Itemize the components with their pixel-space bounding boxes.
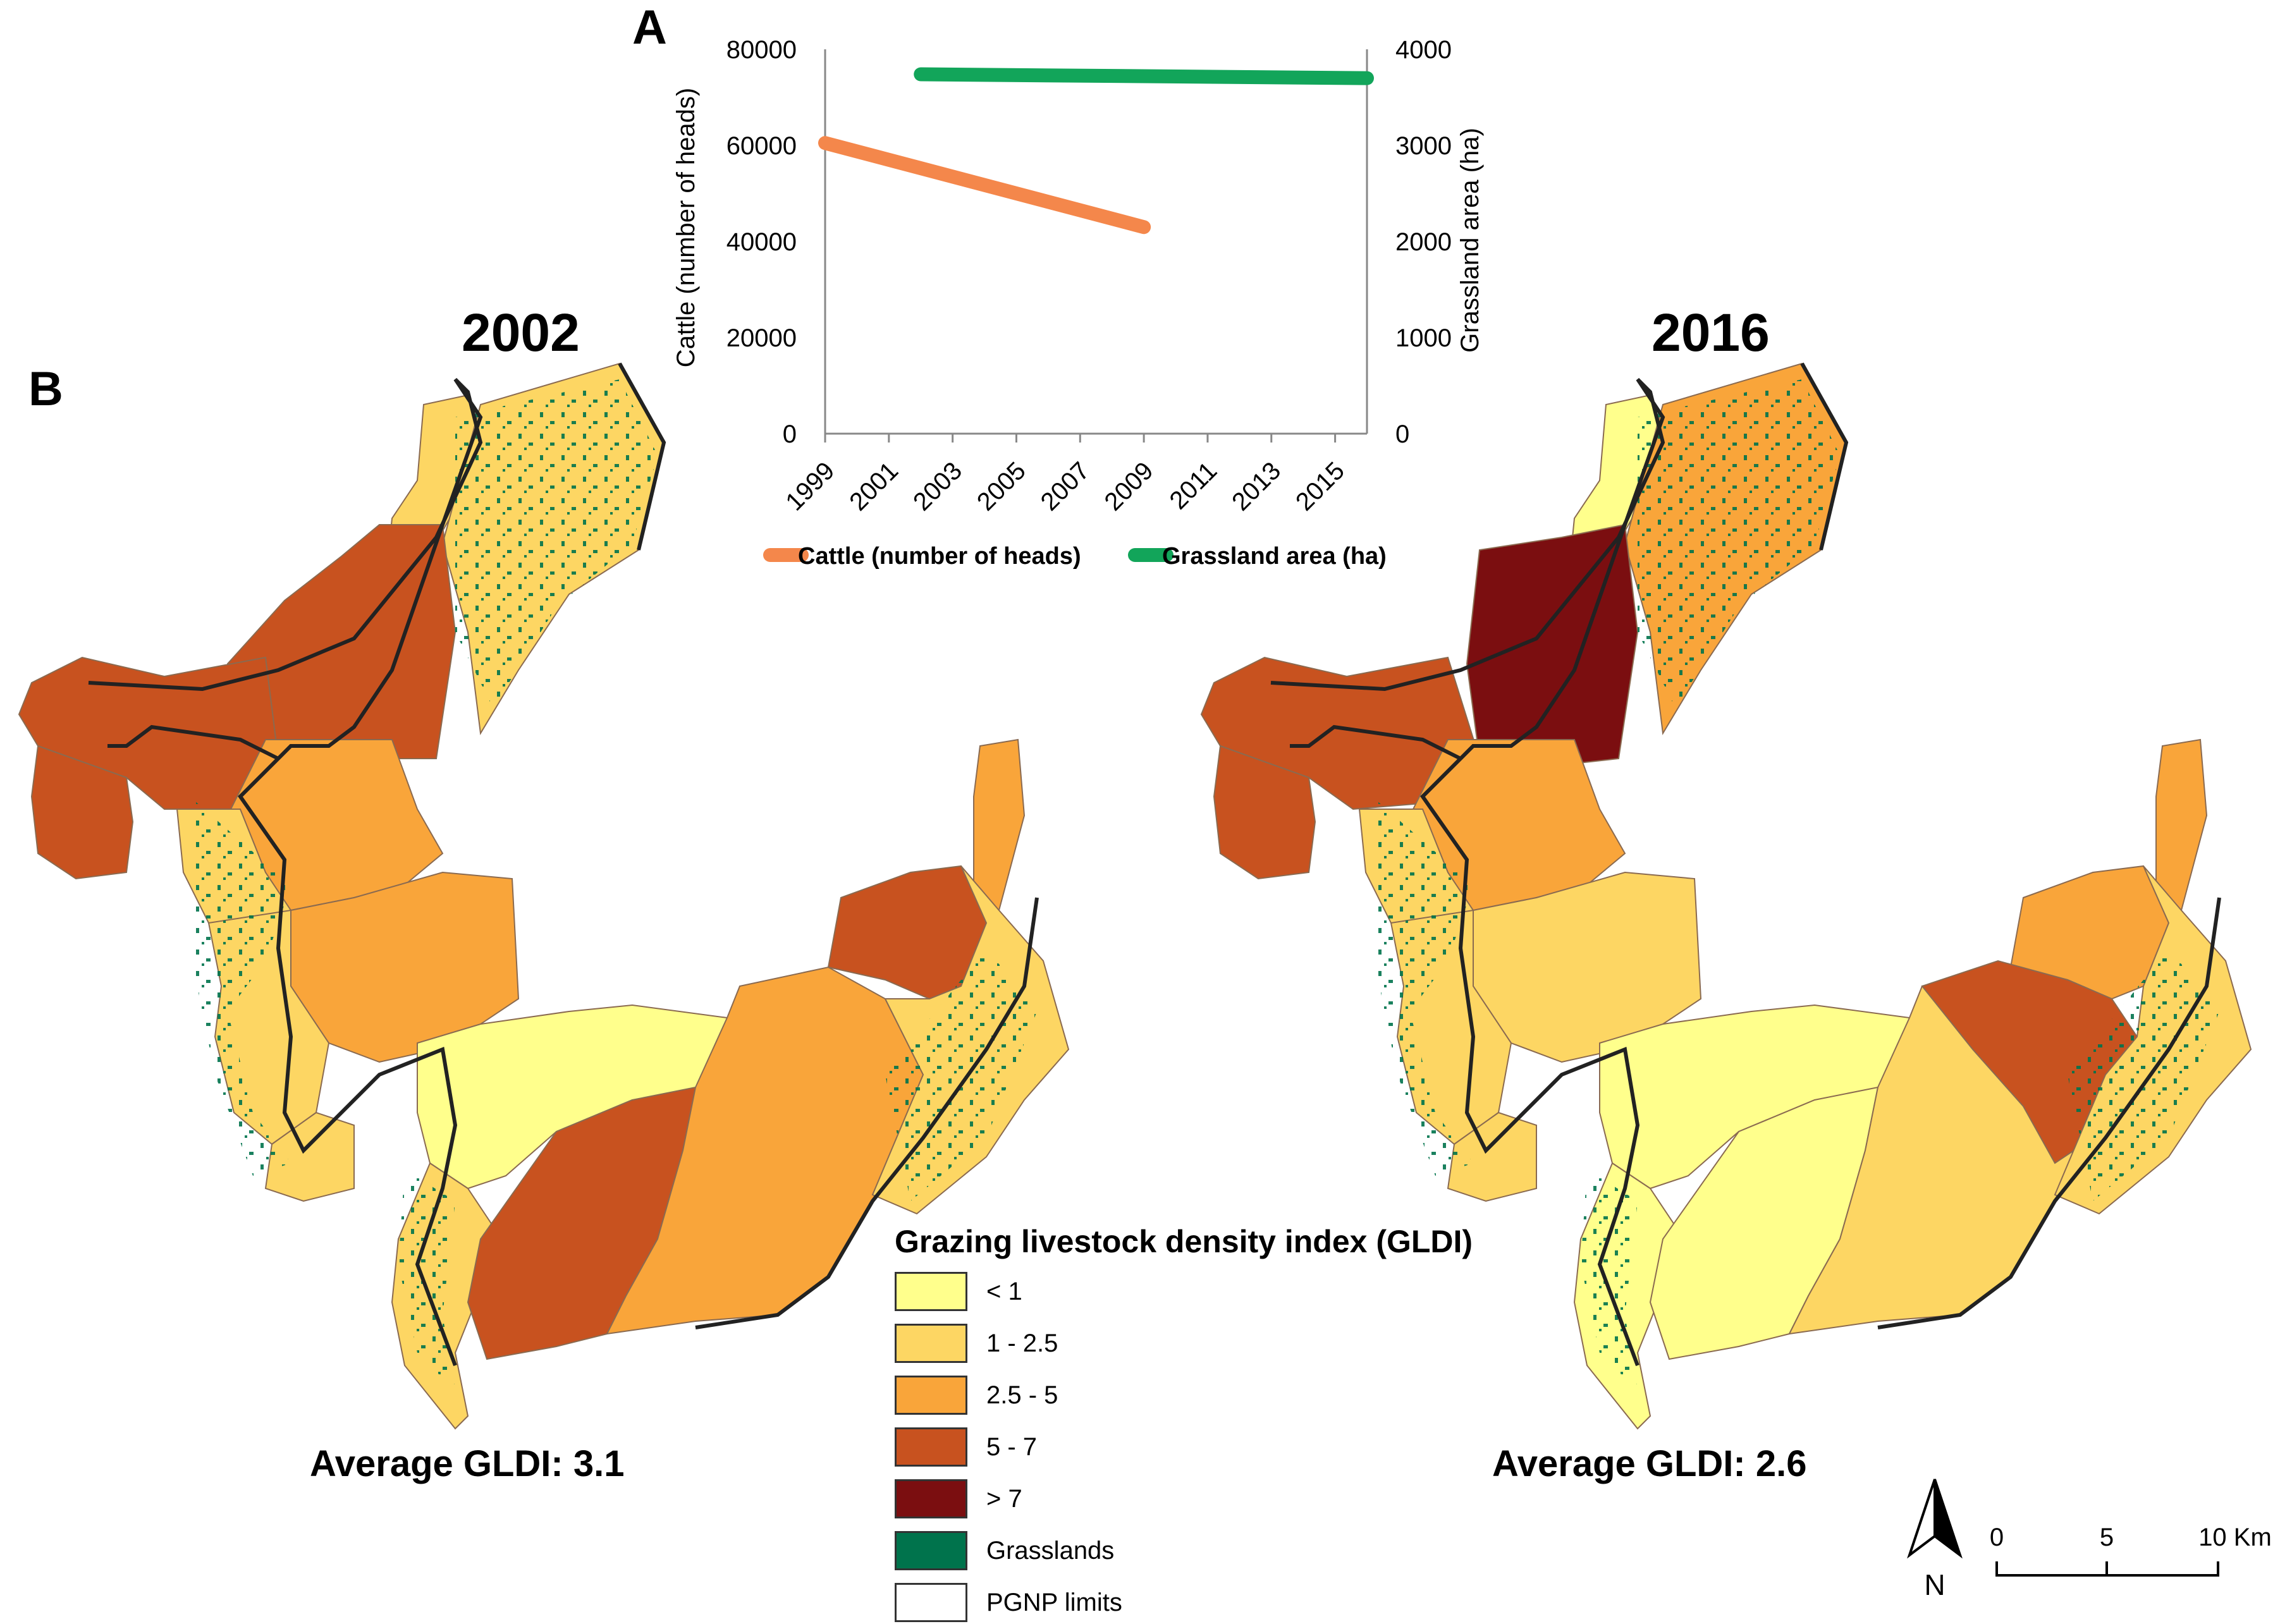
legend-swatch <box>895 1479 967 1518</box>
legend-label-grassland: Grassland area (ha) <box>1162 543 1387 570</box>
scale-bar <box>1995 1561 2219 1577</box>
scale-label-5: 5 <box>2100 1523 2114 1551</box>
legend-label: Grasslands <box>986 1536 1115 1565</box>
legend-swatch <box>895 1531 967 1570</box>
legend-label-cattle: Cattle (number of heads) <box>798 543 1081 570</box>
right-tick-label: 2000 <box>1395 228 1452 256</box>
series-layer <box>818 67 1374 235</box>
legend-swatch <box>895 1427 967 1467</box>
average-gldi-2002: Average GLDI: 3.1 <box>310 1443 625 1484</box>
legend-swatch <box>895 1583 967 1622</box>
right-axis-ticks: 0 1000 2000 3000 4000 <box>1395 36 1452 448</box>
panel-label-b: B <box>28 362 63 416</box>
left-tick-label: 20000 <box>726 324 797 352</box>
left-tick-label: 0 <box>783 420 797 448</box>
legend-item-lt1: < 1 <box>895 1270 1473 1313</box>
legend-label: 2.5 - 5 <box>986 1381 1058 1409</box>
legend-item-grasslands: Grasslands <box>895 1529 1473 1572</box>
north-label: N <box>1924 1568 1945 1601</box>
year-title-right: 2016 <box>1652 303 1770 362</box>
district-south-west-2016 <box>1447 1111 1537 1202</box>
district-sw-2002 <box>30 745 134 880</box>
legend-label: 1 - 2.5 <box>986 1329 1058 1357</box>
left-tick-label: 80000 <box>726 36 797 64</box>
legend-label: 5 - 7 <box>986 1432 1038 1461</box>
right-tick-label: 4000 <box>1395 36 1452 64</box>
legend-item-1-2.5: 1 - 2.5 <box>895 1322 1473 1365</box>
left-axis-ticks: 0 20000 40000 60000 80000 <box>726 36 797 448</box>
pgnp-limits-2016 <box>1270 377 1665 1367</box>
legend-item-gt7: > 7 <box>895 1477 1473 1520</box>
right-tick-label: 1000 <box>1395 324 1452 352</box>
legend-swatch <box>895 1376 967 1415</box>
district-sw-2016 <box>1213 745 1316 880</box>
series-line-grassland <box>914 67 1374 85</box>
left-tick-label: 60000 <box>726 132 797 160</box>
district-center-n-2016 <box>1466 523 1639 766</box>
legend-item-2.5-5: 2.5 - 5 <box>895 1374 1473 1417</box>
average-gldi-2016: Average GLDI: 2.6 <box>1492 1443 1807 1484</box>
chart-legend: Cattle (number of heads) Grassland area … <box>763 543 1387 570</box>
scale-label-0: 0 <box>1990 1523 2004 1551</box>
right-tick-label: 0 <box>1395 420 1409 448</box>
scale-label-10km: 10 Km <box>2198 1523 2272 1551</box>
north-arrow-and-scale: N 0 5 10 Km <box>1907 1479 2272 1601</box>
district-east-strip-2016 <box>2155 738 2208 912</box>
y-axis-label-right: Grassland area (ha) <box>1456 128 1484 353</box>
year-title-left: 2002 <box>462 303 580 362</box>
legend-swatch <box>895 1324 967 1363</box>
series-line-cattle <box>818 136 1151 235</box>
legend-label: < 1 <box>986 1277 1022 1305</box>
pgnp-limits-2002 <box>88 377 483 1367</box>
right-tick-label: 3000 <box>1395 132 1452 160</box>
legend-label: > 7 <box>986 1484 1022 1513</box>
district-south-west-2002 <box>264 1111 355 1202</box>
legend-swatch <box>895 1272 967 1311</box>
legend-item-pgnp: PGNP limits <box>895 1581 1473 1624</box>
y-axis-label-left: Cattle (number of heads) <box>672 88 700 367</box>
chart-axes <box>824 49 1368 435</box>
legend-label: PGNP limits <box>986 1588 1122 1616</box>
map-legend: Grazing livestock density index (GLDI) <… <box>895 1223 1473 1624</box>
left-tick-label: 40000 <box>726 228 797 256</box>
legend-item-5-7: 5 - 7 <box>895 1426 1473 1468</box>
legend-title: Grazing livestock density index (GLDI) <box>895 1224 1473 1259</box>
north-arrow-icon <box>1907 1479 1963 1559</box>
panel-label-a: A <box>632 1 667 54</box>
